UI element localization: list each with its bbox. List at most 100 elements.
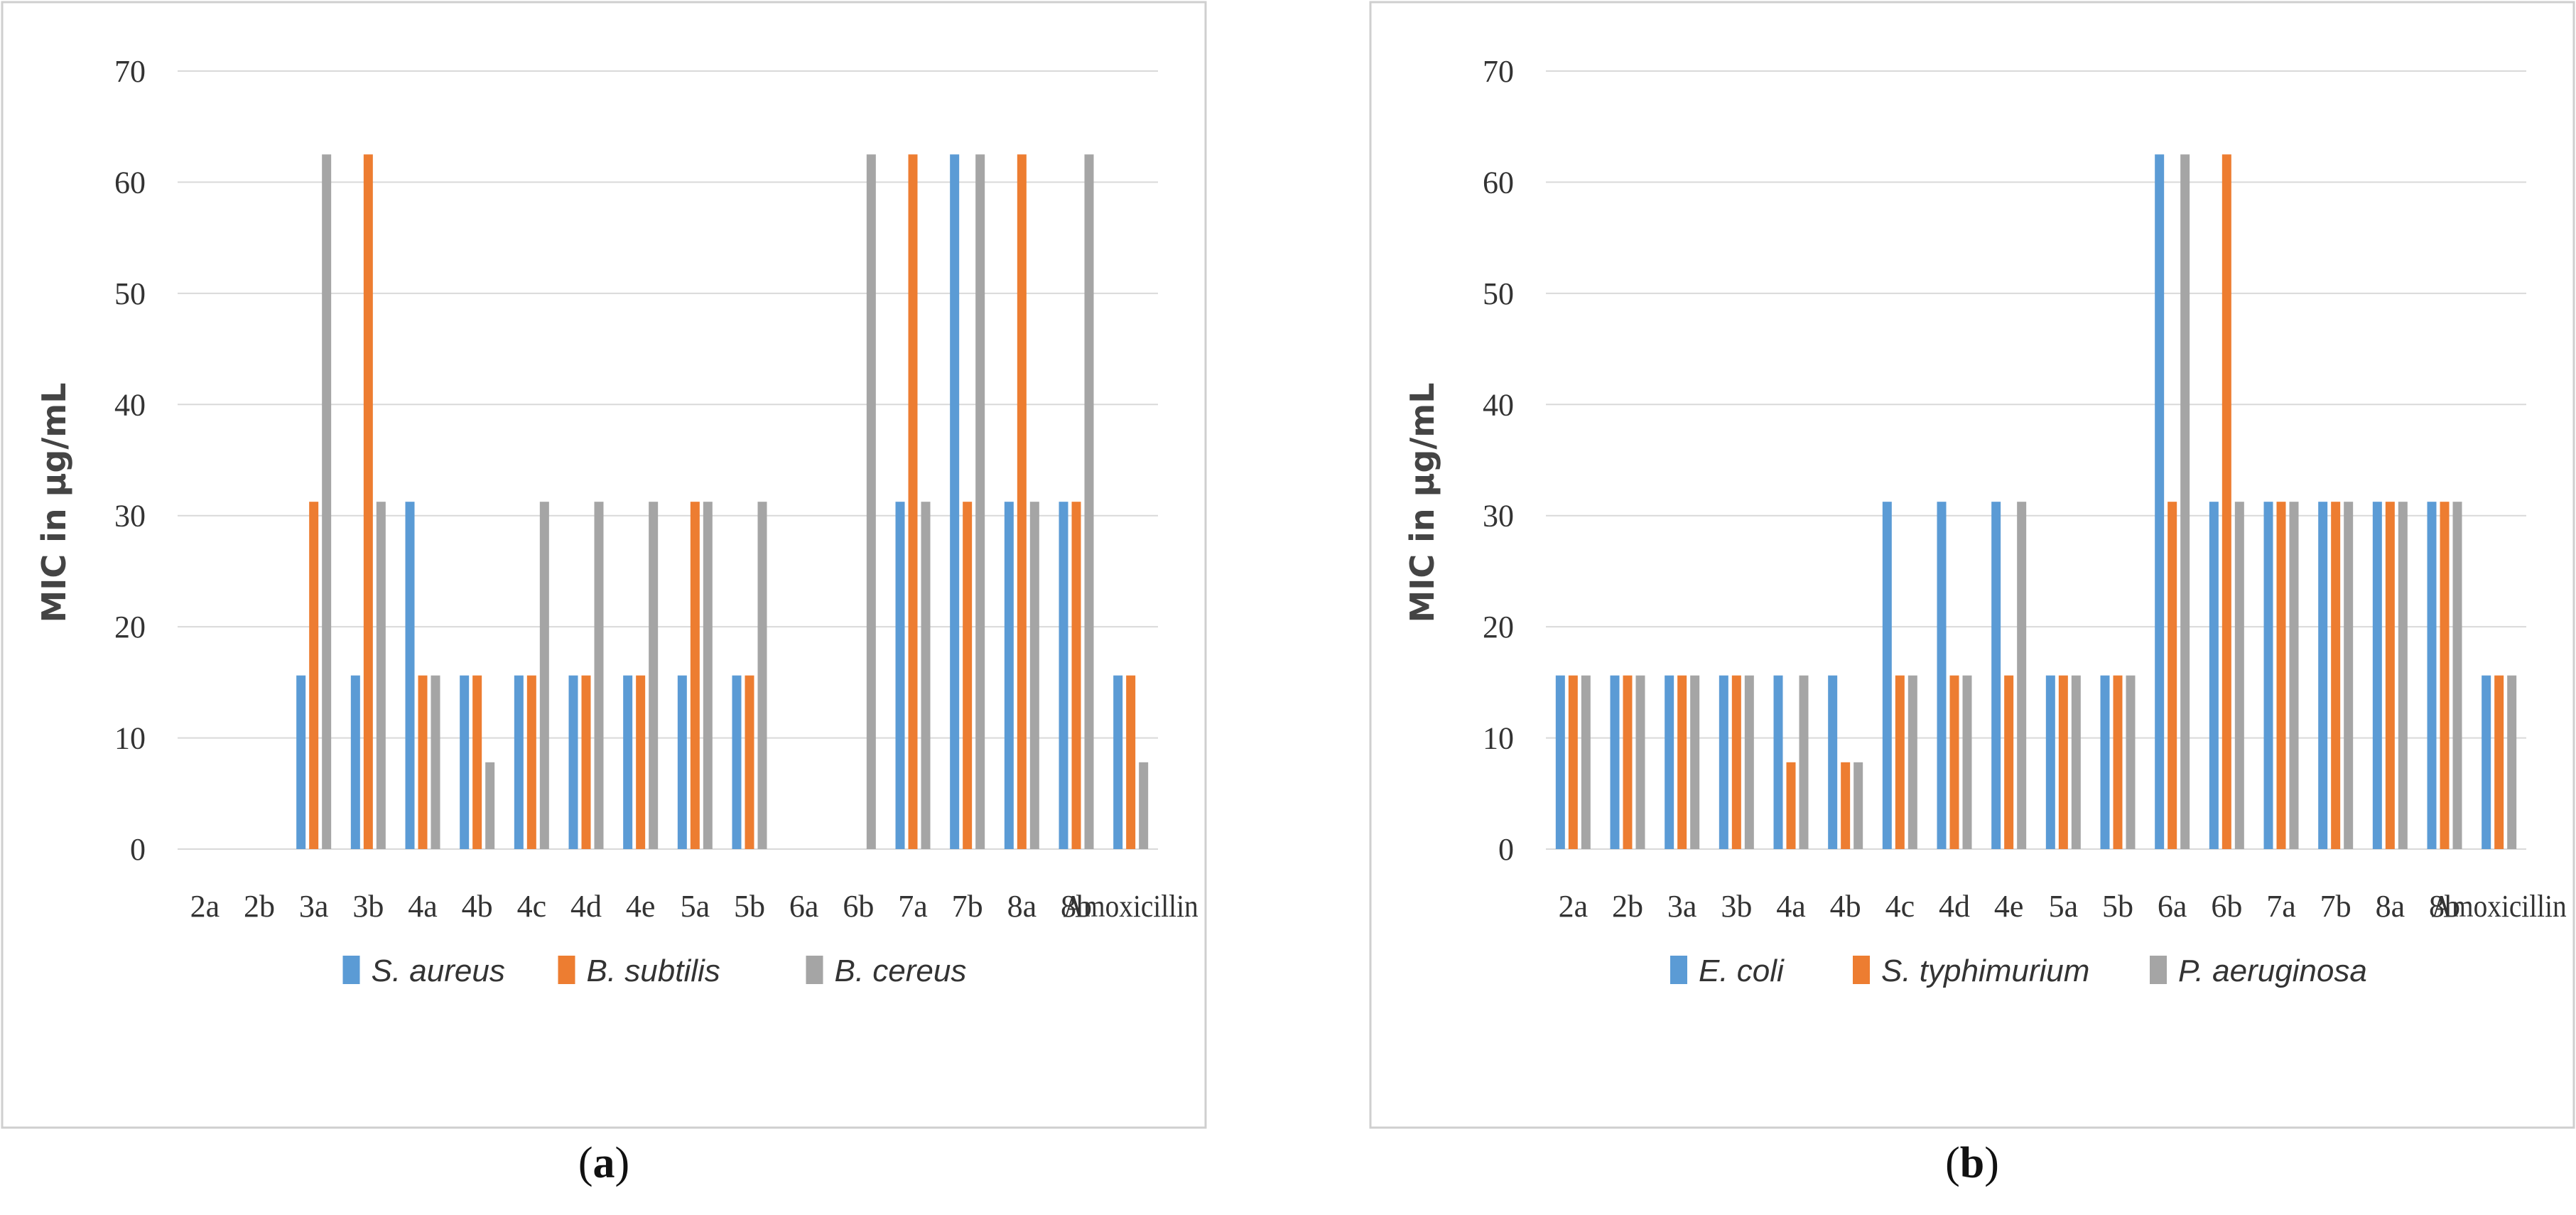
bar-4d-series-1 <box>568 675 578 849</box>
caption-b: (b) <box>1945 1139 1999 1187</box>
bar-8a-series-1 <box>1004 502 1014 849</box>
bar-5b-series-1 <box>2100 675 2110 849</box>
x-tick-label: Amoxicillin <box>1064 889 1198 924</box>
bar-8b-series-2 <box>2440 502 2450 849</box>
chart-panel-b: 0 10 20 30 40 50 60 70 MIC in µg/mL 2a 2b 3a 3b 4a 4b 4… <box>1368 0 2576 1215</box>
bar-2b-series-2 <box>1623 675 1633 849</box>
bar-3a-series-3 <box>1690 675 1700 849</box>
bar-4d-series-3 <box>1962 675 1972 849</box>
bar-3a-series-2 <box>309 502 319 849</box>
caption-letter-b: b <box>1959 1139 1985 1187</box>
bar-4e-series-3 <box>649 502 659 849</box>
bar-4c-series-2 <box>1895 675 1905 849</box>
x-tick-label: 7b <box>952 889 983 924</box>
legend: S. aureus B. subtilis B. cereus <box>342 954 966 988</box>
legend-label-2: B. subtilis <box>587 954 720 988</box>
bar-4c-series-2 <box>526 675 536 849</box>
y-tick-label: 20 <box>1483 610 1514 644</box>
bar-4c-series-1 <box>514 675 524 849</box>
bar-8a-series-3 <box>2398 502 2408 849</box>
bar-4e-series-3 <box>2017 502 2027 849</box>
bar-3b-series-2 <box>1731 675 1741 849</box>
legend-swatch-1 <box>1670 956 1687 984</box>
bar-5b-series-2 <box>2113 675 2123 849</box>
bar-6b-series-1 <box>2209 502 2219 849</box>
bar-6b-series-2 <box>2221 154 2231 850</box>
bar-5a-series-1 <box>2045 675 2055 849</box>
x-tick-label: 7b <box>2320 889 2352 924</box>
bar-Amoxicillin-series-2 <box>1126 675 1136 849</box>
legend-swatch-3 <box>806 956 823 984</box>
x-tick-label: 5a <box>681 889 710 924</box>
legend-swatch-2 <box>558 956 575 984</box>
bar-Amoxicillin-series-1 <box>2482 675 2491 849</box>
x-tick-label: 6a <box>2158 889 2187 924</box>
x-tick-label: 5b <box>734 889 765 924</box>
legend-swatch-1 <box>342 956 360 984</box>
legend-label-1: S. aureus <box>372 954 505 988</box>
x-tick-label: 4d <box>570 889 602 924</box>
bar-8a-series-2 <box>2385 502 2395 849</box>
bar-4a-series-1 <box>405 502 415 849</box>
bar-4e-series-2 <box>636 675 646 849</box>
y-tick-label: 0 <box>1498 832 1514 867</box>
bar-2a-series-2 <box>1568 675 1578 849</box>
y-tick-label: 50 <box>114 276 146 311</box>
bar-4c-series-3 <box>539 502 549 849</box>
bar-4c-series-3 <box>1907 675 1917 849</box>
bar-5a-series-3 <box>703 502 713 849</box>
bar-7b-series-3 <box>2344 502 2354 849</box>
bar-8b-series-1 <box>1059 502 1068 849</box>
bar-6a-series-1 <box>2155 154 2165 850</box>
bar-3a-series-2 <box>1677 675 1687 849</box>
y-axis-label: MIC in µg/mL <box>1403 382 1441 622</box>
bar-3a-series-1 <box>296 675 306 849</box>
bar-4a-series-3 <box>1799 675 1809 849</box>
caption-a: (a) <box>578 1139 630 1187</box>
x-tick-label: 8b <box>2429 889 2460 924</box>
x-tick-label: 4c <box>1885 889 1915 924</box>
bar-5a-series-2 <box>2058 675 2068 849</box>
x-tick-label: 4a <box>408 889 438 924</box>
bar-8b-series-3 <box>1084 154 1094 850</box>
x-tick-label: 2b <box>1612 889 1643 924</box>
bar-7b-series-1 <box>950 154 960 850</box>
bar-4a-series-3 <box>431 675 440 849</box>
x-tick-label: 3a <box>299 889 329 924</box>
bar-6a-series-2 <box>2168 502 2177 849</box>
bar-6a-series-3 <box>2180 154 2190 850</box>
bar-5b-series-2 <box>745 675 754 849</box>
bar-3b-series-3 <box>376 502 386 849</box>
chart-panel-a: 0 10 20 30 40 50 60 70 MIC in µg/mL 2a 2b 3a 3b 4a 4b 4… <box>0 0 1208 1215</box>
bar-7a-series-2 <box>2276 502 2286 849</box>
x-tick-label: 3a <box>1667 889 1697 924</box>
x-tick-label: 6b <box>843 889 874 924</box>
bar-4a-series-2 <box>418 675 428 849</box>
legend-label-1: E. coli <box>1699 954 1785 988</box>
bar-4e-series-1 <box>1991 502 2001 849</box>
bar-7a-series-1 <box>2263 502 2273 849</box>
bar-4e-series-2 <box>2004 675 2014 849</box>
bar-6b-series-3 <box>866 154 876 850</box>
bar-3a-series-3 <box>322 154 332 850</box>
x-tick-label: 8b <box>1061 889 1092 924</box>
legend-label-3: P. aeruginosa <box>2178 954 2367 988</box>
bar-4d-series-2 <box>581 675 591 849</box>
bar-Amoxicillin-series-2 <box>2494 675 2504 849</box>
bar-8b-series-2 <box>1071 502 1081 849</box>
x-tick-label: 4b <box>462 889 493 924</box>
x-tick-label: 6b <box>2211 889 2242 924</box>
x-tick-label: 2a <box>190 889 220 924</box>
bar-Amoxicillin-series-1 <box>1113 675 1123 849</box>
legend-swatch-2 <box>1853 956 1870 984</box>
bar-5b-series-1 <box>732 675 742 849</box>
bar-3b-series-1 <box>350 675 360 849</box>
legend-label-2: S. typhimurium <box>1881 954 2089 988</box>
legend-swatch-3 <box>2150 956 2167 984</box>
bar-4a-series-2 <box>1786 762 1796 849</box>
bar-7a-series-2 <box>908 154 918 850</box>
bar-7a-series-3 <box>2289 502 2299 849</box>
x-tick-label: 4d <box>1939 889 1970 924</box>
y-tick-label: 70 <box>1483 54 1514 89</box>
y-tick-label: 60 <box>1483 165 1514 200</box>
